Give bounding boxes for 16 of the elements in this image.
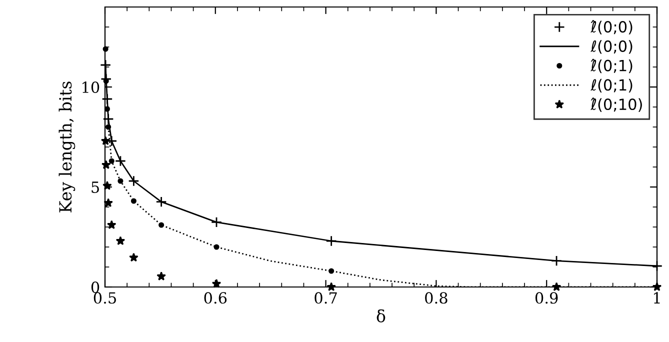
legend-label: ℓ̂(0;10): [590, 98, 642, 112]
legend-label: ℓ̂(0;1): [590, 58, 632, 74]
x-tick-label: 0.7: [314, 292, 337, 304]
y-tick-label: 0: [91, 281, 100, 294]
x-tick-label: 0.6: [204, 292, 227, 304]
legend-label: ℓ̂(0;0): [590, 20, 632, 34]
x-tick-label: 0.5: [94, 292, 116, 304]
legend-label: ℓ(0;1): [590, 78, 632, 92]
x-tick-label: 1: [654, 292, 660, 304]
x-tick-label: 0.9: [535, 292, 558, 304]
x-axis-title: δ: [376, 309, 386, 322]
x-tick-label: 0.8: [425, 292, 448, 304]
y-tick-label: 5: [92, 182, 99, 194]
y-tick-label: 10: [82, 81, 100, 94]
legend-label: ℓ(0;0): [590, 40, 632, 54]
y-axis-title: Key length, bits: [58, 82, 76, 212]
